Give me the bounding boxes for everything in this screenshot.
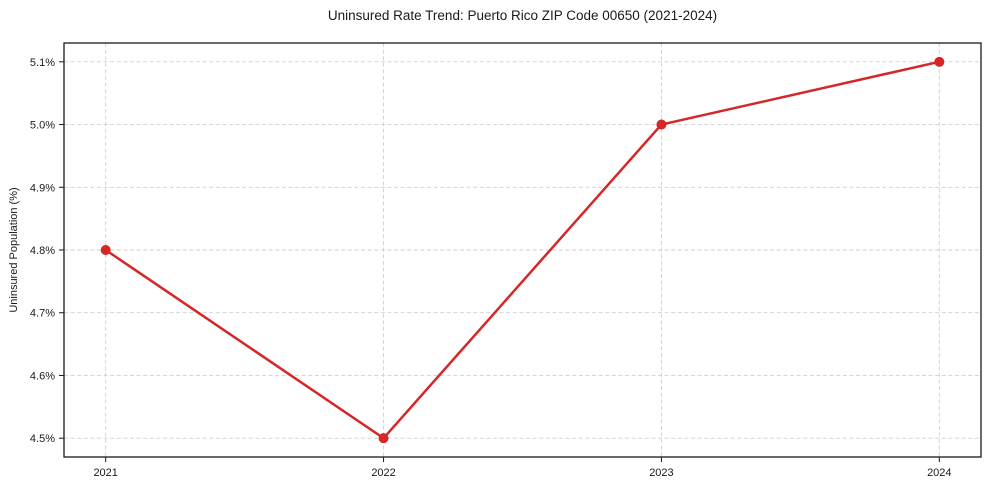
chart-title: Uninsured Rate Trend: Puerto Rico ZIP Co… bbox=[327, 8, 718, 23]
y-tick-label: 4.5% bbox=[30, 433, 55, 445]
y-tick-label: 4.9% bbox=[30, 182, 55, 194]
x-tick-label: 2023 bbox=[649, 467, 673, 479]
data-point-marker bbox=[100, 245, 111, 255]
y-tick-label: 5.1% bbox=[30, 57, 55, 69]
trend-line bbox=[104, 60, 941, 440]
x-tick-label: 2021 bbox=[93, 467, 117, 479]
y-tick-label: 5.0% bbox=[30, 120, 55, 132]
y-tick-label: 4.7% bbox=[30, 308, 55, 320]
data-point-marker bbox=[934, 56, 945, 67]
x-tick-label: 2022 bbox=[371, 467, 395, 479]
x-tick-label: 2024 bbox=[927, 467, 951, 479]
y-tick-label: 4.6% bbox=[30, 370, 55, 382]
data-point-marker bbox=[378, 433, 389, 444]
y-tick-label: 4.8% bbox=[30, 245, 55, 257]
data-point-marker bbox=[656, 119, 667, 130]
